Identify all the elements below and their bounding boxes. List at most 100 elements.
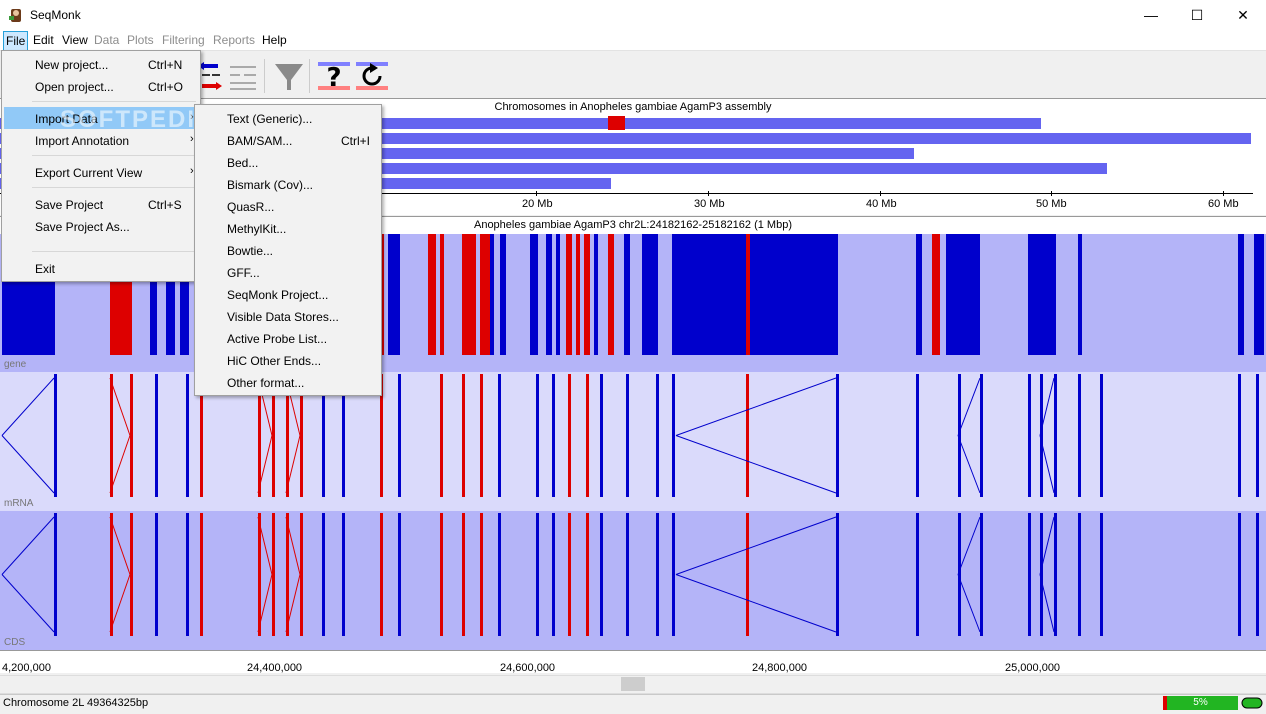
feature-block[interactable] (200, 374, 203, 497)
feature-block[interactable] (1238, 234, 1244, 355)
feature-block[interactable] (342, 513, 345, 636)
feature-block[interactable] (746, 513, 749, 636)
feature-block[interactable] (980, 513, 983, 636)
feature-block[interactable] (1078, 513, 1081, 636)
feature-block[interactable] (642, 234, 658, 355)
funnel-filter-icon[interactable] (273, 60, 305, 92)
data-track-arrows-icon[interactable] (196, 60, 228, 92)
feature-block[interactable] (746, 374, 749, 497)
feature-block[interactable] (110, 374, 113, 497)
menu-save-project[interactable]: Save Project (35, 198, 104, 212)
feature-block[interactable] (380, 374, 383, 497)
feature-block[interactable] (1028, 234, 1056, 355)
feature-block[interactable] (490, 234, 494, 355)
feature-block[interactable] (1256, 374, 1259, 497)
feature-block[interactable] (272, 513, 275, 636)
garbage-collect-icon[interactable] (1241, 697, 1263, 709)
feature-block[interactable] (150, 234, 157, 355)
feature-block[interactable] (498, 513, 501, 636)
menu-exit[interactable]: Exit (35, 262, 56, 276)
menu-help[interactable]: Help (262, 33, 287, 47)
menu-export-current-view[interactable]: Export Current View (35, 166, 143, 180)
feature-block[interactable] (440, 513, 443, 636)
import-menu-item[interactable]: SeqMonk Project... (227, 288, 329, 302)
feature-block[interactable] (594, 234, 598, 355)
feature-block[interactable] (130, 374, 133, 497)
feature-block[interactable] (958, 513, 961, 636)
refresh-icon[interactable] (356, 60, 388, 92)
menu-open-project[interactable]: Open project... (35, 80, 114, 94)
feature-block[interactable] (626, 513, 629, 636)
feature-block[interactable] (916, 513, 919, 636)
feature-block[interactable] (672, 513, 675, 636)
help-question-icon[interactable]: ? (318, 60, 350, 92)
feature-block[interactable] (258, 374, 261, 497)
menu-plots[interactable]: Plots (127, 33, 154, 47)
feature-block[interactable] (1100, 374, 1103, 497)
feature-block[interactable] (576, 234, 580, 355)
feature-block[interactable] (600, 374, 603, 497)
horizontal-scrollbar[interactable] (0, 675, 1266, 694)
feature-block[interactable] (746, 234, 750, 355)
feature-block[interactable] (155, 513, 158, 636)
feature-block[interactable] (500, 234, 506, 355)
feature-block[interactable] (568, 374, 571, 497)
feature-block[interactable] (536, 513, 539, 636)
feature-block[interactable] (1238, 374, 1241, 497)
close-button[interactable]: ✕ (1237, 6, 1249, 23)
import-menu-item[interactable]: Bed... (227, 156, 259, 170)
feature-block[interactable] (480, 234, 490, 355)
minimize-button[interactable]: — (1144, 7, 1158, 23)
feature-block[interactable] (1054, 513, 1057, 636)
maximize-button[interactable]: ☐ (1190, 6, 1204, 23)
feature-block[interactable] (584, 234, 590, 355)
feature-block[interactable] (836, 513, 839, 636)
feature-block[interactable] (300, 513, 303, 636)
feature-block[interactable] (530, 234, 538, 355)
feature-block[interactable] (1028, 513, 1031, 636)
menu-import-data[interactable]: Import Data (35, 112, 98, 126)
menu-view[interactable]: View (62, 33, 88, 47)
feature-block[interactable] (566, 234, 572, 355)
feature-block[interactable] (672, 234, 838, 355)
feature-block[interactable] (552, 374, 555, 497)
feature-block[interactable] (300, 374, 303, 497)
chromosome-bar-2l[interactable] (0, 118, 1041, 129)
feature-block[interactable] (1078, 234, 1082, 355)
feature-block[interactable] (110, 513, 113, 636)
feature-block[interactable] (626, 374, 629, 497)
feature-block[interactable] (480, 374, 483, 497)
feature-block[interactable] (380, 513, 383, 636)
feature-block[interactable] (462, 513, 465, 636)
feature-block[interactable] (342, 374, 345, 497)
menu-data[interactable]: Data (94, 33, 120, 47)
import-menu-item[interactable]: Other format... (227, 376, 305, 390)
feature-block[interactable] (1054, 374, 1057, 497)
feature-block[interactable] (1100, 513, 1103, 636)
feature-block[interactable] (398, 513, 401, 636)
menu-filtering[interactable]: Filtering (162, 33, 205, 47)
feature-block[interactable] (200, 513, 203, 636)
feature-block[interactable] (286, 513, 289, 636)
feature-block[interactable] (440, 234, 444, 355)
chromosome-bar[interactable] (0, 163, 1107, 174)
import-menu-item[interactable]: Text (Generic)... (227, 112, 313, 126)
feature-block[interactable] (440, 374, 443, 497)
feature-block[interactable] (624, 234, 630, 355)
feature-block[interactable] (556, 234, 560, 355)
feature-block[interactable] (958, 374, 961, 497)
feature-block[interactable] (54, 374, 57, 497)
feature-block[interactable] (186, 374, 189, 497)
import-menu-item[interactable]: Bowtie... (227, 244, 274, 258)
import-menu-item[interactable]: HiC Other Ends... (227, 354, 322, 368)
import-menu-item[interactable]: Bismark (Cov)... (227, 178, 314, 192)
feature-block[interactable] (1040, 374, 1043, 497)
feature-block[interactable] (54, 513, 57, 636)
feature-block[interactable] (398, 374, 401, 497)
feature-block[interactable] (258, 513, 261, 636)
feature-block[interactable] (1256, 513, 1259, 636)
feature-block[interactable] (608, 234, 614, 355)
chromosome-bar[interactable] (0, 133, 1251, 144)
feature-block[interactable] (1078, 374, 1081, 497)
feature-block[interactable] (546, 234, 552, 355)
